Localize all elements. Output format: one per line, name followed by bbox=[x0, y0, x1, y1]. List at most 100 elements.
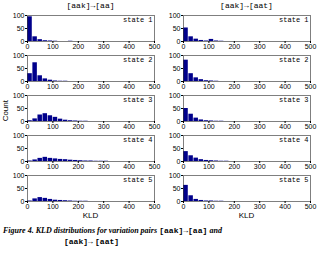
svg-text:100: 100 bbox=[47, 123, 59, 130]
svg-text:300: 300 bbox=[254, 163, 266, 170]
svg-text:state 3: state 3 bbox=[279, 96, 308, 104]
svg-text:400: 400 bbox=[123, 163, 135, 170]
svg-text:500: 500 bbox=[149, 123, 161, 130]
svg-text:200: 200 bbox=[228, 123, 240, 130]
svg-text:500: 500 bbox=[149, 203, 161, 210]
svg-text:0: 0 bbox=[182, 83, 186, 90]
svg-text:200: 200 bbox=[72, 83, 84, 90]
svg-text:0: 0 bbox=[182, 43, 186, 50]
svg-text:100: 100 bbox=[47, 203, 59, 210]
svg-text:100: 100 bbox=[47, 163, 59, 170]
svg-text:500: 500 bbox=[149, 163, 161, 170]
svg-text:50: 50 bbox=[173, 185, 181, 192]
svg-text:0: 0 bbox=[21, 198, 25, 205]
svg-text:100: 100 bbox=[203, 43, 215, 50]
svg-text:0: 0 bbox=[26, 123, 30, 130]
svg-text:500: 500 bbox=[305, 83, 317, 90]
svg-text:50: 50 bbox=[173, 25, 181, 32]
svg-text:0: 0 bbox=[182, 123, 186, 130]
svg-text:200: 200 bbox=[72, 123, 84, 130]
svg-text:100: 100 bbox=[169, 12, 181, 19]
svg-text:400: 400 bbox=[279, 43, 291, 50]
svg-text:200: 200 bbox=[72, 163, 84, 170]
svg-text:100: 100 bbox=[169, 52, 181, 59]
svg-text:100: 100 bbox=[169, 172, 181, 179]
svg-text:400: 400 bbox=[123, 43, 135, 50]
svg-text:0: 0 bbox=[177, 78, 181, 85]
svg-text:200: 200 bbox=[228, 163, 240, 170]
svg-text:state 4: state 4 bbox=[279, 136, 308, 144]
svg-text:200: 200 bbox=[72, 203, 84, 210]
svg-text:100: 100 bbox=[47, 83, 59, 90]
svg-text:50: 50 bbox=[173, 145, 181, 152]
svg-text:500: 500 bbox=[305, 203, 317, 210]
svg-text:500: 500 bbox=[149, 83, 161, 90]
svg-text:state 5: state 5 bbox=[123, 176, 152, 184]
svg-text:400: 400 bbox=[123, 123, 135, 130]
svg-text:0: 0 bbox=[26, 163, 30, 170]
svg-text:0: 0 bbox=[21, 118, 25, 125]
svg-text:0: 0 bbox=[21, 38, 25, 45]
svg-text:400: 400 bbox=[123, 83, 135, 90]
svg-text:100: 100 bbox=[203, 123, 215, 130]
svg-text:0: 0 bbox=[182, 203, 186, 210]
svg-text:100: 100 bbox=[13, 12, 25, 19]
svg-text:100: 100 bbox=[13, 172, 25, 179]
svg-text:50: 50 bbox=[17, 185, 25, 192]
svg-text:100: 100 bbox=[169, 132, 181, 139]
svg-text:0: 0 bbox=[182, 163, 186, 170]
svg-text:500: 500 bbox=[305, 163, 317, 170]
svg-text:0: 0 bbox=[177, 198, 181, 205]
svg-text:300: 300 bbox=[98, 83, 110, 90]
svg-text:50: 50 bbox=[173, 105, 181, 112]
svg-text:state 2: state 2 bbox=[123, 56, 152, 64]
svg-text:300: 300 bbox=[98, 43, 110, 50]
svg-text:0: 0 bbox=[177, 158, 181, 165]
svg-text:200: 200 bbox=[228, 83, 240, 90]
svg-text:50: 50 bbox=[17, 105, 25, 112]
svg-text:0: 0 bbox=[26, 83, 30, 90]
svg-text:100: 100 bbox=[169, 92, 181, 99]
svg-text:state 4: state 4 bbox=[123, 136, 152, 144]
svg-text:500: 500 bbox=[305, 123, 317, 130]
svg-text:50: 50 bbox=[173, 65, 181, 72]
svg-text:300: 300 bbox=[254, 203, 266, 210]
svg-text:50: 50 bbox=[17, 25, 25, 32]
svg-text:300: 300 bbox=[98, 163, 110, 170]
svg-text:100: 100 bbox=[13, 132, 25, 139]
svg-text:state 5: state 5 bbox=[279, 176, 308, 184]
svg-text:300: 300 bbox=[254, 123, 266, 130]
svg-text:0: 0 bbox=[21, 158, 25, 165]
svg-text:400: 400 bbox=[279, 83, 291, 90]
svg-text:300: 300 bbox=[98, 203, 110, 210]
svg-text:state 1: state 1 bbox=[123, 16, 152, 24]
svg-text:200: 200 bbox=[72, 43, 84, 50]
svg-text:0: 0 bbox=[21, 78, 25, 85]
svg-text:300: 300 bbox=[254, 43, 266, 50]
svg-text:50: 50 bbox=[17, 145, 25, 152]
svg-text:500: 500 bbox=[305, 43, 317, 50]
svg-text:500: 500 bbox=[149, 43, 161, 50]
svg-text:200: 200 bbox=[228, 43, 240, 50]
svg-text:0: 0 bbox=[177, 38, 181, 45]
svg-text:0: 0 bbox=[26, 203, 30, 210]
svg-text:50: 50 bbox=[17, 65, 25, 72]
svg-text:state 1: state 1 bbox=[279, 16, 308, 24]
svg-text:state 2: state 2 bbox=[279, 56, 308, 64]
svg-text:0: 0 bbox=[177, 118, 181, 125]
svg-text:400: 400 bbox=[279, 203, 291, 210]
svg-text:300: 300 bbox=[98, 123, 110, 130]
svg-text:100: 100 bbox=[203, 163, 215, 170]
svg-text:100: 100 bbox=[13, 52, 25, 59]
svg-text:400: 400 bbox=[279, 163, 291, 170]
svg-text:200: 200 bbox=[228, 203, 240, 210]
svg-text:400: 400 bbox=[123, 203, 135, 210]
svg-text:100: 100 bbox=[203, 83, 215, 90]
svg-text:400: 400 bbox=[279, 123, 291, 130]
svg-text:100: 100 bbox=[203, 203, 215, 210]
svg-text:100: 100 bbox=[47, 43, 59, 50]
svg-text:0: 0 bbox=[26, 43, 30, 50]
svg-text:100: 100 bbox=[13, 92, 25, 99]
svg-text:300: 300 bbox=[254, 83, 266, 90]
svg-text:state 3: state 3 bbox=[123, 96, 152, 104]
